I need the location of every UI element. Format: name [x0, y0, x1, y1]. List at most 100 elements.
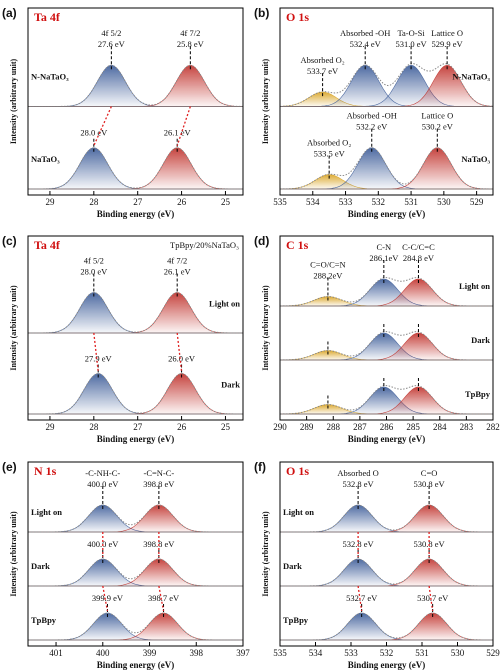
x-tick-label: 287 — [353, 422, 367, 432]
peak-label: 26.0 eV — [168, 353, 196, 363]
x-tick-label: 289 — [300, 422, 314, 432]
shift-link — [357, 585, 363, 612]
plot-frame — [27, 235, 244, 421]
peak-name: Lattice O — [421, 111, 453, 121]
peak-label: 533.5 eV — [314, 149, 346, 159]
x-axis-label: Binding energy (eV) — [348, 209, 426, 219]
peak — [28, 147, 243, 190]
envelope — [280, 558, 493, 587]
peak — [28, 612, 243, 641]
peak-name: Absorbed O — [337, 468, 378, 478]
x-axis-label: Binding energy (eV) — [348, 660, 426, 670]
spectrum-name: NaTaO₃ — [31, 154, 60, 164]
panel-label: (d) — [254, 234, 269, 248]
x-tick-label: 533 — [339, 197, 353, 207]
subtitle: TpBpy/20%NaTaO₃ — [170, 240, 239, 250]
x-tick-label: 397 — [236, 648, 250, 658]
peak-label: 288.2eV — [313, 271, 343, 281]
x-tick-label: 533 — [344, 648, 358, 658]
y-axis-label: Intensity (arbitrary unit) — [261, 285, 270, 371]
panel-label: (a) — [2, 6, 17, 20]
peak — [28, 147, 243, 190]
panel-label: (e) — [2, 460, 17, 474]
panel-title: O 1s — [286, 10, 309, 24]
peak-label: 531.0 eV — [395, 39, 427, 49]
plot-area — [280, 277, 493, 415]
envelope — [28, 372, 243, 415]
plot-area — [28, 504, 243, 641]
plot-frame — [27, 7, 244, 196]
x-tick-label: 401 — [49, 648, 63, 658]
x-tick-label: 28 — [89, 197, 99, 207]
x-tick-label: 531 — [404, 197, 418, 207]
peak — [28, 373, 243, 415]
peak-name: 4f 5/2 — [101, 28, 121, 38]
peak-label: 398.7 eV — [148, 593, 180, 603]
x-tick-label: 534 — [306, 197, 320, 207]
peak-label: 532.8 eV — [343, 539, 375, 549]
panel-label: (b) — [254, 6, 269, 20]
peak-label: 529.9 eV — [432, 39, 464, 49]
peak-label: 28.0 eV — [80, 266, 108, 276]
panel-title: C 1s — [286, 238, 309, 252]
plot-area — [280, 504, 493, 641]
peak-name: C-N — [377, 242, 392, 252]
peak-label: 399.9 eV — [92, 593, 124, 603]
plot-area — [280, 63, 493, 190]
peak-label: 27.6 eV — [98, 39, 126, 49]
x-tick-label: 282 — [486, 422, 500, 432]
x-tick-label: 284 — [433, 422, 447, 432]
shift-link — [176, 106, 191, 146]
shift-link — [428, 585, 434, 612]
peak-label: 284.8 eV — [403, 253, 435, 263]
x-axis-label: Binding energy (eV) — [97, 209, 175, 219]
x-tick-label: 286 — [380, 422, 394, 432]
spectrum-name: Dark — [31, 561, 50, 571]
spectrum-name: NaTaO₃ — [461, 154, 490, 164]
y-axis-label: Intensity (arbitrary unit) — [261, 511, 270, 597]
x-tick-label: 26 — [177, 422, 187, 432]
x-tick-label: 531 — [415, 648, 429, 658]
peak-label: 530.7 eV — [417, 593, 449, 603]
envelope — [280, 147, 493, 190]
x-tick-label: 290 — [273, 422, 287, 432]
spectrum-name: TpBpy — [31, 615, 57, 625]
spectrum-name: TpBpy — [283, 615, 309, 625]
x-tick-label: 27 — [133, 422, 143, 432]
x-axis-label: Binding energy (eV) — [97, 660, 175, 670]
peak-name: -C=N-C- — [143, 468, 174, 478]
x-tick-label: 399 — [143, 648, 157, 658]
panel-title: Ta 4f — [34, 10, 61, 24]
x-axis-label: Binding energy (eV) — [97, 434, 175, 444]
panel-title: Ta 4f — [34, 238, 61, 252]
x-tick-label: 29 — [45, 422, 55, 432]
peak-name: Absorbed O₂ — [307, 138, 351, 148]
peak-label: 27.9 eV — [85, 353, 113, 363]
peak-name: Absorbed -OH — [347, 111, 397, 121]
peak — [28, 558, 243, 587]
plot-frame — [279, 7, 494, 196]
spectrum-name: N-NaTaO₃ — [452, 72, 490, 82]
shift-link — [102, 585, 109, 612]
spectrum-name: Dark — [221, 380, 240, 390]
peak — [280, 558, 493, 587]
peak-label: 286.1eV — [369, 253, 399, 263]
peak-name: Ta-O-Si — [397, 28, 425, 38]
peak-label: 398.8 eV — [143, 479, 175, 489]
peak-name: C=O/C=N — [310, 260, 346, 270]
x-tick-label: 29 — [45, 197, 55, 207]
plot-area — [28, 64, 243, 190]
x-tick-label: 283 — [460, 422, 474, 432]
peak-label: 532.8 eV — [343, 479, 375, 489]
x-tick-label: 530 — [437, 197, 451, 207]
spectrum-name: Dark — [283, 561, 302, 571]
x-tick-label: 532 — [372, 197, 386, 207]
x-tick-label: 288 — [327, 422, 341, 432]
envelope — [28, 612, 243, 641]
shift-link — [93, 106, 112, 147]
plot-frame — [279, 461, 494, 647]
peak-name: Absorbed O₂ — [300, 55, 344, 65]
panel-label: (f) — [254, 460, 266, 474]
spectrum-name: Light on — [283, 507, 314, 517]
x-tick-label: 529 — [486, 648, 500, 658]
